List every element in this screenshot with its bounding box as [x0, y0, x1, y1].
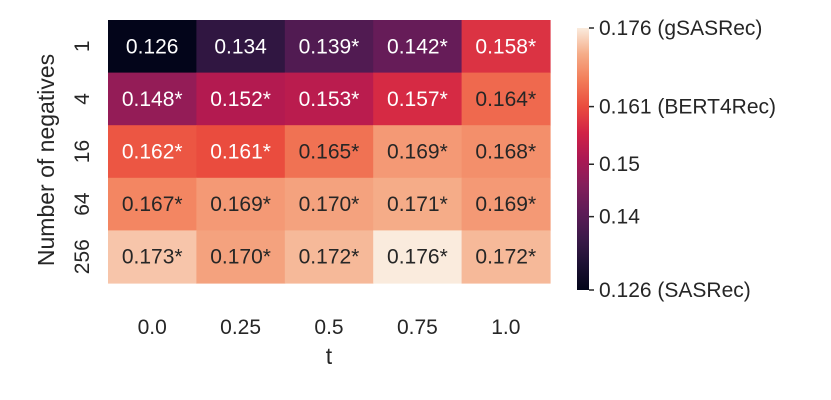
colorbar-tick-label: 0.15 — [599, 153, 640, 176]
cell-value-label: 0.139* — [299, 35, 360, 58]
cell-value-label: 0.176* — [387, 246, 448, 269]
cell-value-label: 0.153* — [299, 88, 360, 111]
colorbar-tick-label: 0.161 (BERT4Rec) — [599, 96, 776, 119]
x-tick-label: 0.25 — [220, 316, 261, 339]
heatmap-cell-r1-c2 — [284, 72, 374, 126]
y-tick-label: 64 — [71, 192, 94, 216]
heatmap-cell-r1-c0 — [108, 72, 197, 126]
x-tick-label: 1.0 — [491, 316, 520, 339]
y-tick-label: 1 — [71, 40, 94, 52]
cell-value-label: 0.170* — [299, 193, 360, 216]
cell-value-label: 0.165* — [299, 141, 360, 164]
colorbar-tick-label: 0.126 (SASRec) — [599, 279, 751, 302]
heatmap-cell-labels: 0.126 0.134 0.139* 0.142* 0.158* 0.148* 0.152*… — [122, 35, 536, 268]
heatmap-cell-r3-c0 — [108, 177, 197, 231]
heatmap-cell-r3-c1 — [196, 177, 286, 231]
cell-value-label: 0.164* — [475, 88, 536, 111]
heatmap-cell-r2-c4 — [461, 125, 551, 179]
x-tick-label: 0.0 — [138, 316, 167, 339]
cell-value-label: 0.134 — [214, 35, 267, 58]
heatmap-cell-r2-c2 — [284, 125, 374, 179]
cell-value-label: 0.172* — [475, 246, 536, 269]
heatmap-cell-r0-c1 — [196, 20, 286, 74]
cell-value-label: 0.157* — [387, 88, 448, 111]
cell-value-label: 0.172* — [299, 246, 360, 269]
heatmap-cell-r4-c1 — [196, 230, 286, 284]
heatmap-cell-r4-c2 — [284, 230, 374, 284]
cell-value-label: 0.171* — [387, 193, 448, 216]
heatmap-cell-r0-c2 — [284, 20, 374, 74]
y-tick-label: 4 — [71, 93, 94, 105]
y-tick-label: 16 — [71, 140, 94, 163]
heatmap-cell-r3-c4 — [461, 177, 551, 231]
x-tick-label: 0.5 — [314, 316, 343, 339]
cell-value-label: 0.126 — [126, 35, 179, 58]
x-axis-title: t — [326, 343, 333, 369]
x-axis-ticks: 0.0 0.25 0.5 0.75 1.0 — [138, 316, 521, 339]
y-axis-title: Number of negatives — [33, 54, 59, 266]
heatmap-cell-r1-c1 — [196, 72, 286, 126]
x-tick-label: 0.75 — [397, 316, 438, 339]
y-tick-label: 256 — [71, 239, 94, 274]
heatmap-cell-r4-c3 — [373, 230, 463, 284]
heatmap-cell-r3-c2 — [284, 177, 374, 231]
cell-value-label: 0.162* — [122, 141, 183, 164]
heatmap-cell-r2-c1 — [196, 125, 286, 179]
cell-value-label: 0.169* — [210, 193, 271, 216]
cell-value-label: 0.169* — [475, 193, 536, 216]
heatmap-cell-r1-c3 — [373, 72, 463, 126]
cell-value-label: 0.173* — [122, 246, 183, 269]
cell-value-label: 0.170* — [210, 246, 271, 269]
cell-value-label: 0.169* — [387, 141, 448, 164]
heatmap-cell-r0-c3 — [373, 20, 463, 74]
cell-value-label: 0.158* — [475, 35, 536, 58]
cell-value-label: 0.167* — [122, 193, 183, 216]
cell-value-label: 0.168* — [475, 141, 536, 164]
heatmap-cell-r2-c0 — [108, 125, 197, 179]
cell-value-label: 0.152* — [210, 88, 271, 111]
colorbar — [577, 28, 589, 290]
cell-value-label: 0.161* — [210, 141, 271, 164]
heatmap-cell-r4-c0 — [108, 230, 197, 284]
heatmap-cell-r1-c4 — [461, 72, 551, 126]
cell-value-label: 0.148* — [122, 88, 183, 111]
colorbar-ticks: 0.176 (gSASRec) 0.161 (BERT4Rec) 0.15 0.14 0… — [589, 17, 776, 302]
heatmap-cell-r3-c3 — [373, 177, 463, 231]
colorbar-tick-label: 0.14 — [599, 206, 640, 229]
cell-value-label: 0.142* — [387, 35, 448, 58]
heatmap-cell-r0-c0 — [108, 20, 197, 74]
heatmap-cell-r2-c3 — [373, 125, 463, 179]
heatmap-cell-r4-c4 — [461, 230, 551, 284]
heatmap-cell-r0-c4 — [461, 20, 551, 74]
heatmap-cells — [108, 20, 551, 284]
y-axis-ticks: 1 4 16 64 256 — [71, 40, 94, 274]
colorbar-tick-label: 0.176 (gSASRec) — [599, 17, 762, 40]
